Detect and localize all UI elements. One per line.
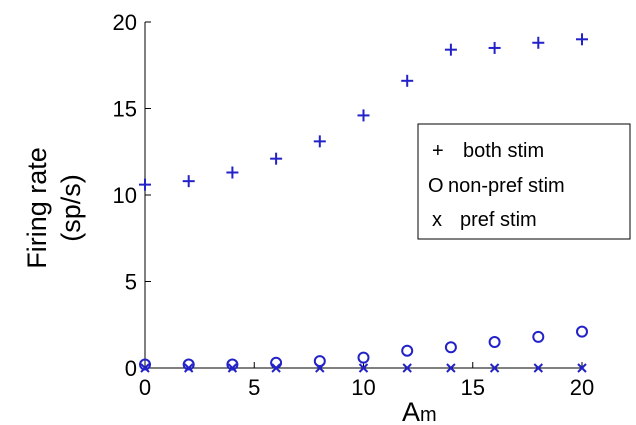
point-non-pref-stim <box>139 358 151 371</box>
legend-label-nonpref: non-pref stim <box>448 175 565 197</box>
point-both-stim <box>444 43 457 56</box>
point-non-pref-stim <box>270 356 283 369</box>
point-both-stim <box>182 175 195 188</box>
y-tick-label: 15 <box>113 97 137 122</box>
x-axis-label-main: A <box>402 397 420 425</box>
x-tick-label: 0 <box>139 375 151 400</box>
x-tick-label: 15 <box>461 375 485 400</box>
y-tick-label: 10 <box>113 183 137 208</box>
point-both-stim <box>270 152 283 165</box>
x-axis-ticks: 0 5 10 15 20 <box>139 362 594 400</box>
point-non-pref-stim <box>488 336 501 349</box>
point-pref-stim <box>271 363 281 373</box>
point-non-pref-stim <box>357 351 370 364</box>
point-both-stim <box>313 135 326 148</box>
point-pref-stim <box>183 363 194 373</box>
legend-label-both: both stim <box>463 140 544 162</box>
x-axis-label-sub: m <box>420 404 437 425</box>
y-axis-ticks: 0 5 10 15 20 <box>113 10 151 381</box>
legend-symbol-pref: x <box>432 209 442 231</box>
legend-symbol-both: + <box>432 140 444 162</box>
point-non-pref-stim <box>532 330 545 343</box>
y-tick-label: 20 <box>113 10 137 35</box>
point-pref-stim <box>315 363 325 373</box>
x-tick-label: 20 <box>570 375 594 400</box>
point-both-stim <box>532 36 545 49</box>
point-non-pref-stim <box>576 325 588 338</box>
point-pref-stim <box>227 363 238 373</box>
point-non-pref-stim <box>401 344 414 357</box>
y-tick-label: 0 <box>125 356 137 381</box>
point-pref-stim <box>140 363 150 373</box>
point-both-stim <box>139 178 151 191</box>
point-pref-stim <box>489 363 500 373</box>
point-non-pref-stim <box>313 355 326 368</box>
point-non-pref-stim <box>444 341 457 354</box>
point-both-stim <box>401 74 414 87</box>
point-non-pref-stim <box>226 358 239 371</box>
data-points <box>139 33 588 373</box>
x-tick-label: 5 <box>248 375 260 400</box>
point-both-stim <box>226 166 239 179</box>
y-axis-label-line2: (sp/s) <box>56 174 86 242</box>
point-pref-stim <box>577 363 587 373</box>
y-axis-label-line1: Firing rate <box>22 147 52 269</box>
point-both-stim <box>576 33 588 46</box>
y-tick-label: 5 <box>125 270 137 295</box>
point-pref-stim <box>533 363 544 373</box>
point-non-pref-stim <box>182 358 195 371</box>
legend-box <box>417 123 631 240</box>
point-both-stim <box>357 109 370 122</box>
point-pref-stim <box>402 363 412 373</box>
point-pref-stim <box>358 363 369 373</box>
legend-label-pref: pref stim <box>460 209 537 231</box>
point-both-stim <box>488 41 501 54</box>
point-pref-stim <box>446 363 456 373</box>
x-tick-label: 10 <box>351 375 375 400</box>
x-axis-label: Am <box>402 397 437 425</box>
legend-symbol-nonpref: O <box>428 175 444 197</box>
legend: + both stim O non-pref stim x pref stim <box>417 123 631 240</box>
